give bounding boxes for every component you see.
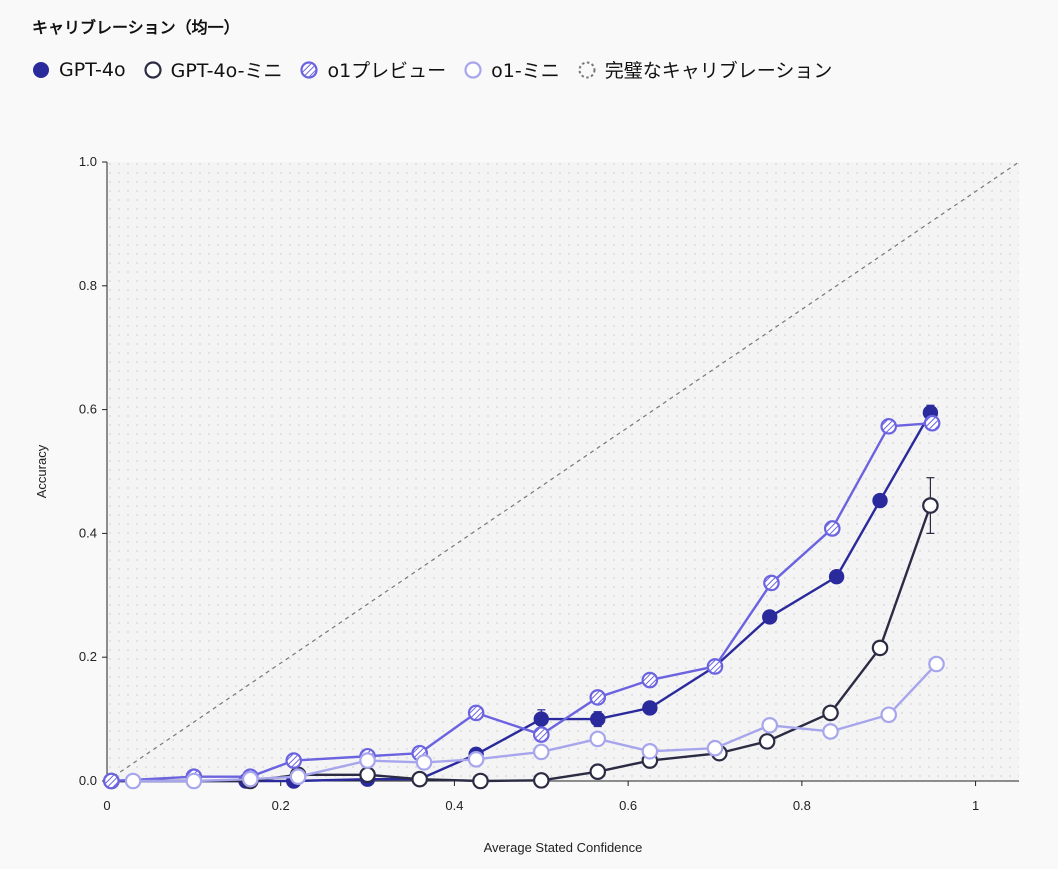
data-point [532,772,550,789]
data-point [922,497,939,514]
x-tick-label: 0.8 [793,798,811,813]
data-point [872,492,888,509]
x-tick-label: 0.2 [272,798,290,813]
open-circle-icon [142,59,164,81]
data-point [822,704,839,722]
y-tick-label: 0.2 [79,649,97,664]
data-point [415,754,433,771]
data-point [642,700,658,716]
legend-item-o1-mini: o1-ミニ [462,56,560,83]
legend: GPT-4o GPT-4o-ミニ o1プレビュー o1-ミニ [30,56,848,83]
data-point [467,704,485,722]
data-point [641,742,659,760]
data-point [762,609,778,625]
x-tick-label: 1 [972,798,979,813]
series-o1-ミニ [124,655,945,790]
dashed-circle-icon [576,59,598,81]
data-point [472,772,489,790]
data-point [359,752,376,769]
legend-item-perfect-calibration: 完璧なキャリブレーション [576,56,833,83]
data-point [532,726,550,743]
data-point [763,574,780,592]
data-point [823,520,841,537]
data-point [706,739,724,757]
data-point [641,671,659,689]
x-tick-label: 0 [103,798,110,813]
y-tick-label: 0.6 [79,402,97,417]
legend-label-o1-preview: o1プレビュー [327,60,447,82]
data-point [880,418,898,435]
data-point [880,706,898,724]
data-point [532,743,550,761]
data-point [928,655,945,673]
data-point [411,770,428,788]
legend-label-gpt-4o-mini: GPT-4o-ミニ [170,60,283,82]
legend-label-perfect-calibration: 完璧なキャリブレーション [604,60,833,82]
filled-circle-icon [30,59,52,81]
y-tick-label: 0.4 [79,525,97,540]
chart-title: キャリブレーション（均一） [32,18,240,37]
y-tick-label: 0.8 [79,278,97,293]
data-point [589,763,607,781]
data-point [923,414,941,432]
data-point [185,772,203,790]
data-point [706,658,724,675]
legend-item-gpt-4o: GPT-4o [30,59,126,81]
plot-background [107,162,1019,781]
data-point [589,730,607,748]
data-point [285,752,303,769]
data-point [533,711,549,727]
legend-label-gpt-4o: GPT-4o [59,58,126,81]
y-tick-label: 0.0 [79,773,97,788]
x-tick-label: 0.4 [445,798,463,813]
data-point [589,689,607,706]
y-tick-label: 1.0 [79,154,97,169]
data-point [590,711,606,727]
legend-label-o1-mini: o1-ミニ [491,60,560,82]
data-point [871,639,889,657]
data-point [103,772,120,790]
hatched-circle-icon [298,59,320,81]
y-axis-label: Accuracy [34,444,49,498]
data-point [289,768,307,785]
legend-item-gpt-4o-mini: GPT-4o-ミニ [142,56,283,83]
x-axis-label: Average Stated Confidence [484,840,643,855]
data-point [822,723,839,740]
data-point [758,733,776,750]
data-point [828,569,845,585]
data-point [242,770,259,788]
data-point [359,766,376,784]
data-point [761,716,779,734]
legend-item-o1-preview: o1プレビュー [298,56,446,83]
open-circle-icon [462,59,484,81]
data-point [124,772,142,790]
x-tick-label: 0.6 [619,798,637,813]
data-point [467,751,485,768]
